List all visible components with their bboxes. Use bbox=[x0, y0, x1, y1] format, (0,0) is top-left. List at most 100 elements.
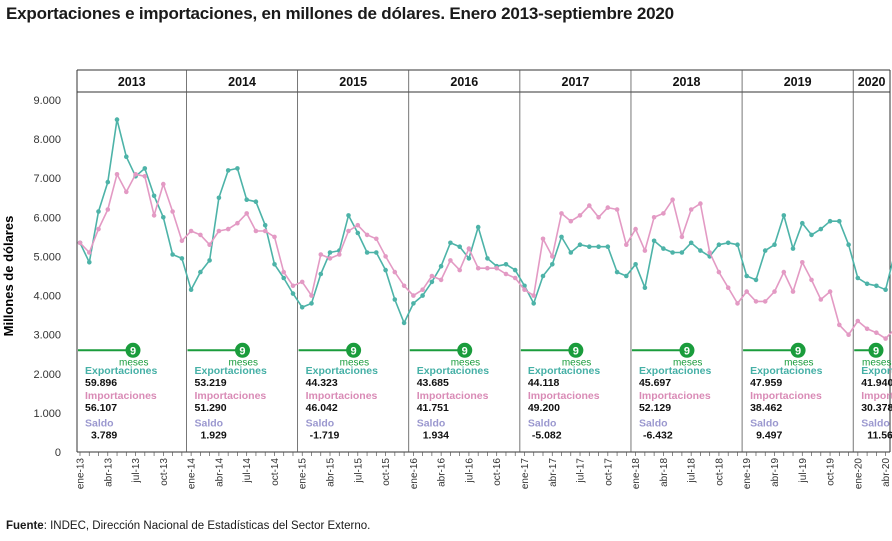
exports-point bbox=[429, 279, 435, 285]
exports-point bbox=[661, 246, 666, 251]
imports-point bbox=[735, 301, 740, 306]
x-tick-label: oct-17 bbox=[603, 458, 614, 486]
period-months-label: meses bbox=[228, 357, 257, 368]
exports-point bbox=[225, 168, 231, 173]
exports-point bbox=[762, 248, 768, 253]
imports-total: 41.751 bbox=[417, 402, 449, 414]
imports-total: 56.107 bbox=[85, 402, 117, 414]
exports-point bbox=[633, 262, 638, 267]
exports-point bbox=[151, 193, 157, 199]
source-text: : INDEC, Dirección Nacional de Estadísti… bbox=[43, 520, 371, 532]
imports-point bbox=[587, 203, 592, 208]
exports-point bbox=[837, 218, 842, 224]
series-lines bbox=[77, 117, 892, 341]
x-tick-label: oct-19 bbox=[826, 458, 837, 486]
period-months-label: meses bbox=[862, 357, 891, 368]
imports-point bbox=[864, 326, 870, 332]
imports-point bbox=[883, 336, 888, 341]
saldo-total: 3.789 bbox=[91, 430, 117, 442]
exports-label: Exportaciones bbox=[528, 365, 601, 377]
imports-point bbox=[753, 299, 759, 304]
x-tick-label: oct-13 bbox=[159, 458, 170, 486]
exports-point bbox=[411, 301, 416, 306]
saldo-label: Saldo bbox=[417, 418, 446, 430]
exports-point bbox=[235, 166, 240, 171]
imports-point bbox=[133, 172, 138, 177]
imports-point bbox=[207, 242, 212, 247]
imports-point bbox=[337, 252, 342, 257]
exports-point bbox=[105, 179, 111, 185]
exports-label: Exportaciones bbox=[861, 365, 892, 377]
exports-point bbox=[299, 305, 305, 310]
imports-point bbox=[364, 232, 370, 238]
imports-point bbox=[559, 211, 564, 216]
exports-point bbox=[364, 250, 370, 255]
imports-point bbox=[290, 283, 296, 289]
imports-point bbox=[540, 236, 546, 242]
period-months-count: 9 bbox=[351, 345, 357, 357]
period-months-label: meses bbox=[562, 357, 591, 368]
imports-point bbox=[272, 234, 277, 240]
year-header: 2013 bbox=[118, 75, 146, 89]
x-tick-label: abr-16 bbox=[437, 458, 448, 487]
x-tick-label: jul-16 bbox=[464, 458, 475, 484]
imports-point bbox=[651, 215, 657, 220]
exports-point bbox=[327, 250, 333, 255]
imports-point bbox=[837, 322, 842, 328]
x-tick-label: oct-18 bbox=[714, 458, 725, 486]
x-tick-label: ene-19 bbox=[742, 458, 753, 490]
exports-point bbox=[818, 226, 824, 232]
imports-point bbox=[725, 285, 731, 291]
x-tick-label: jul-15 bbox=[353, 458, 364, 484]
imports-label: Importaciones bbox=[194, 390, 266, 402]
exports-point bbox=[485, 256, 490, 261]
period-months-label: meses bbox=[340, 357, 369, 368]
y-tick-label: 6.000 bbox=[33, 212, 61, 224]
imports-point bbox=[698, 201, 703, 206]
imports-point bbox=[77, 240, 83, 246]
imports-point bbox=[179, 238, 185, 244]
period-months-count: 9 bbox=[873, 345, 879, 357]
exports-point bbox=[87, 260, 92, 265]
exports-point bbox=[540, 273, 546, 279]
imports-point bbox=[253, 228, 259, 234]
imports-point bbox=[772, 289, 777, 294]
imports-point bbox=[124, 189, 129, 195]
source-note: Fuente: INDEC, Dirección Nacional de Est… bbox=[6, 520, 370, 532]
imports-label: Importaciones bbox=[85, 390, 157, 402]
imports-point bbox=[327, 256, 333, 261]
imports-total: 30.378 bbox=[861, 402, 892, 414]
imports-point bbox=[281, 269, 287, 275]
imports-point bbox=[392, 269, 398, 275]
year-header: 2014 bbox=[228, 75, 256, 89]
x-tick-label: jul-19 bbox=[798, 458, 809, 484]
exports-point bbox=[170, 252, 175, 257]
exports-point bbox=[374, 250, 379, 255]
x-tick-label: abr-18 bbox=[659, 458, 670, 487]
year-header: 2020 bbox=[858, 75, 886, 89]
exports-point bbox=[642, 285, 648, 291]
saldo-label: Saldo bbox=[639, 418, 668, 430]
x-tick-label: jul-17 bbox=[576, 458, 587, 484]
exports-point bbox=[503, 262, 509, 267]
x-tick-label: ene-18 bbox=[631, 458, 642, 490]
imports-point bbox=[670, 197, 675, 202]
exports-point bbox=[161, 215, 166, 220]
imports-point bbox=[744, 289, 749, 294]
imports-point bbox=[299, 279, 305, 285]
exports-point bbox=[864, 281, 870, 287]
exports-point bbox=[522, 283, 527, 289]
exports-point bbox=[272, 262, 277, 267]
exports-point bbox=[114, 117, 120, 122]
exports-point bbox=[568, 250, 574, 255]
imports-point bbox=[568, 218, 574, 224]
x-tick-label: ene-16 bbox=[409, 458, 420, 490]
year-headers: 2013 2014 2015 2016 2017 2018 2019 2020 bbox=[118, 75, 886, 89]
imports-point bbox=[716, 269, 722, 275]
exports-point bbox=[596, 244, 601, 249]
imports-point bbox=[503, 271, 509, 277]
x-tick-label: jul-13 bbox=[131, 458, 142, 484]
x-tick-label: oct-14 bbox=[270, 458, 281, 486]
exports-point bbox=[401, 320, 407, 326]
exports-point bbox=[512, 267, 518, 273]
